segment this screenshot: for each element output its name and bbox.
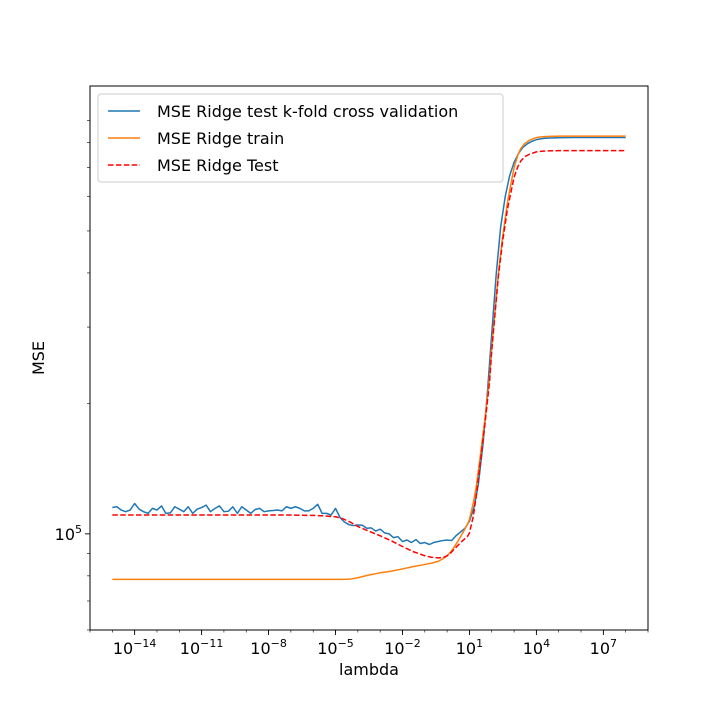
x-axis-label: lambda <box>339 660 399 679</box>
x-tick-label: 10−14 <box>113 637 157 658</box>
legend-box <box>97 93 504 183</box>
series-line-2 <box>112 149 626 559</box>
x-tick-label: 10−11 <box>180 637 224 658</box>
x-tick-label: 101 <box>456 637 483 658</box>
x-tick-label: 107 <box>590 637 617 658</box>
x-tick-label: 10−2 <box>384 637 421 658</box>
x-tick-label: 10−5 <box>317 637 354 658</box>
y-axis-label: MSE <box>29 341 48 375</box>
legend-label-2: MSE Ridge Test <box>157 156 278 175</box>
x-axis: 10−14 10−11 10−8 10−5 10−2 101 104 107 <box>89 630 649 658</box>
plot-area <box>89 85 649 631</box>
legend-label-0: MSE Ridge test k-fold cross validation <box>157 102 458 121</box>
y-tick-label: 105 <box>55 523 82 544</box>
series-line-0 <box>112 136 626 546</box>
legend: MSE Ridge test k-fold cross validation MS… <box>97 93 504 183</box>
x-tick-label: 104 <box>523 637 550 658</box>
series-layer <box>112 135 626 581</box>
legend-label-1: MSE Ridge train <box>157 129 284 148</box>
plot-frame <box>89 85 649 631</box>
series-line-1 <box>112 135 626 581</box>
x-tick-label: 10−8 <box>250 637 287 658</box>
y-axis: 105 <box>55 120 90 631</box>
